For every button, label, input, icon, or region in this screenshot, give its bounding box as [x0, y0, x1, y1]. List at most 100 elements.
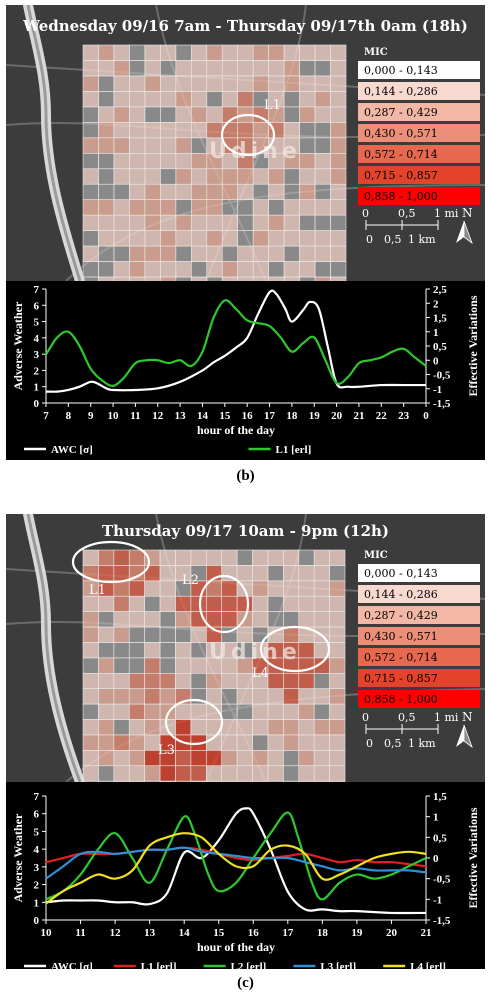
- grid-cell: [237, 261, 254, 278]
- x-tick-label: 19: [309, 410, 321, 422]
- grid-cell: [283, 595, 300, 612]
- y-tick-label: 5: [34, 317, 40, 329]
- grid-cell: [252, 60, 269, 77]
- map-c: Udine L1 L2 L4 L3 Thursday 09/17 10am - 9pm (…: [6, 514, 485, 782]
- grid-cell: [283, 214, 300, 231]
- grid-cell: [237, 230, 254, 247]
- grid-cell: [268, 261, 285, 278]
- grid-cell: [205, 750, 223, 767]
- grid-cell: [113, 276, 130, 281]
- grid-cell: [98, 642, 115, 659]
- grid-cell: [313, 734, 330, 751]
- grid-cell: [144, 122, 161, 139]
- grid-cell: [221, 580, 238, 597]
- grid-cell: [268, 44, 285, 61]
- scale-km-label: 0: [366, 233, 373, 246]
- location-label: L3: [158, 743, 175, 758]
- grid-cell: [190, 75, 208, 92]
- grid-cell: [298, 780, 315, 782]
- grid-cell: [113, 199, 130, 216]
- grid-cell: [330, 106, 347, 123]
- grid-cell: [283, 75, 300, 92]
- grid-cell: [313, 580, 330, 597]
- grid-cell: [160, 152, 177, 170]
- y-tick-label: 1: [34, 897, 40, 909]
- grid-cell: [252, 183, 269, 201]
- grid-cell: [206, 60, 223, 77]
- grid-cell: [128, 549, 145, 566]
- grid-cell: [237, 122, 254, 139]
- grid-cell: [330, 168, 347, 185]
- grid-cell: [128, 642, 145, 659]
- grid-cell: [252, 122, 269, 139]
- grid-cell: [206, 75, 223, 92]
- grid-cell: [98, 611, 115, 628]
- grid-cell: [205, 549, 223, 566]
- grid-cell: [190, 657, 207, 674]
- grid-cell: [159, 549, 176, 566]
- grid-cell: [160, 122, 177, 139]
- grid-cell: [98, 152, 115, 170]
- grid-cell: [144, 672, 161, 690]
- grid-cell: [113, 719, 130, 736]
- grid-cell: [144, 261, 161, 278]
- x-tick-label: 0: [423, 410, 429, 422]
- grid-cell: [267, 672, 284, 690]
- grid-cell: [329, 565, 346, 582]
- legend-swatch: [358, 606, 480, 624]
- grid-cell: [237, 214, 254, 231]
- grid-cell: [190, 122, 208, 139]
- grid-cell: [129, 245, 146, 262]
- grid-cell: [190, 261, 208, 278]
- grid-cell: [329, 642, 346, 659]
- grid-cell: [98, 168, 115, 185]
- grid-cell: [82, 734, 99, 751]
- series-line: [45, 299, 427, 388]
- grid-cell: [268, 276, 285, 281]
- grid-cell: [113, 152, 130, 170]
- grid-cell: [113, 580, 130, 597]
- scale-km-label: 0: [366, 737, 373, 750]
- grid-cell: [98, 245, 115, 262]
- grid-cell: [98, 549, 115, 566]
- grid-cell: [190, 672, 207, 690]
- y2-tick-label: 0,5: [433, 832, 447, 844]
- grid-cell: [236, 565, 253, 582]
- grid-cell: [160, 60, 177, 77]
- city-label: Udine: [209, 640, 301, 665]
- chart-b: 7 8 9 10 11 12 13 14 15 16 17 18 19 20 21 22 23 001234567…: [6, 281, 485, 460]
- grid-cell: [283, 765, 300, 782]
- grid-cell: [159, 688, 176, 705]
- grid-cell: [283, 230, 300, 247]
- grid-cell: [82, 765, 99, 782]
- grid-cell: [98, 765, 115, 782]
- grid-cell: [113, 780, 130, 782]
- chart-background: [6, 281, 485, 460]
- y-tick-label: 7: [34, 284, 40, 296]
- grid-cell: [144, 60, 161, 77]
- grid-cell: [299, 168, 316, 185]
- grid-cell: [159, 565, 176, 582]
- grid-cell: [267, 580, 284, 597]
- legend-label: 0,858 - 1,000: [364, 693, 438, 706]
- grid-cell: [314, 152, 331, 170]
- grid-cell: [129, 44, 146, 61]
- x-tick-label: 14: [197, 410, 209, 422]
- grid-cell: [221, 261, 239, 278]
- grid-cell: [128, 657, 145, 674]
- grid-cell: [144, 183, 161, 201]
- grid-cell: [298, 688, 315, 705]
- grid-cell: [299, 106, 316, 123]
- grid-cell: [113, 245, 130, 262]
- grid-cell: [144, 642, 161, 659]
- location-circle: [164, 698, 224, 746]
- grid-cell: [283, 672, 300, 690]
- y-axis-label: Adverse Weather: [11, 813, 25, 902]
- y-tick-label: 1: [34, 382, 40, 394]
- grid-cell: [98, 657, 115, 674]
- grid-cell: [267, 719, 284, 736]
- grid-cell: [221, 780, 238, 782]
- grid-cell: [113, 626, 130, 643]
- grid-cell: [128, 626, 145, 643]
- grid-cell: [190, 276, 208, 281]
